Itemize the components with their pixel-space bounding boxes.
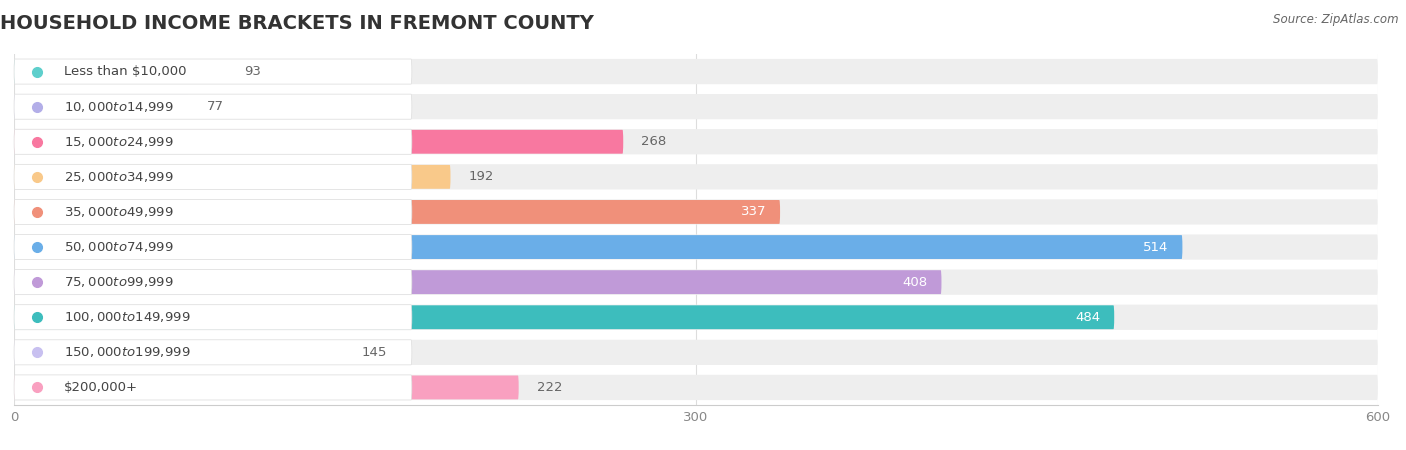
Text: $15,000 to $24,999: $15,000 to $24,999 (65, 135, 174, 149)
FancyBboxPatch shape (14, 94, 1378, 119)
Text: 268: 268 (641, 135, 666, 148)
FancyBboxPatch shape (14, 59, 412, 84)
Text: 77: 77 (207, 100, 225, 113)
Text: 408: 408 (903, 276, 928, 288)
FancyBboxPatch shape (14, 305, 1114, 329)
FancyBboxPatch shape (14, 270, 1378, 295)
FancyBboxPatch shape (14, 305, 412, 330)
FancyBboxPatch shape (14, 270, 942, 294)
FancyBboxPatch shape (14, 59, 225, 84)
FancyBboxPatch shape (14, 340, 1378, 365)
Text: $35,000 to $49,999: $35,000 to $49,999 (65, 205, 174, 219)
FancyBboxPatch shape (14, 235, 1182, 259)
Text: $25,000 to $34,999: $25,000 to $34,999 (65, 170, 174, 184)
Text: $10,000 to $14,999: $10,000 to $14,999 (65, 99, 174, 114)
Text: $150,000 to $199,999: $150,000 to $199,999 (65, 345, 191, 360)
Text: 222: 222 (537, 381, 562, 394)
FancyBboxPatch shape (14, 234, 1378, 260)
FancyBboxPatch shape (14, 129, 412, 154)
FancyBboxPatch shape (14, 164, 412, 189)
Text: Less than $10,000: Less than $10,000 (65, 65, 187, 78)
Text: 514: 514 (1143, 241, 1168, 253)
FancyBboxPatch shape (14, 164, 1378, 189)
Text: 93: 93 (243, 65, 260, 78)
FancyBboxPatch shape (14, 340, 343, 364)
Text: $200,000+: $200,000+ (65, 381, 138, 394)
FancyBboxPatch shape (14, 165, 450, 189)
FancyBboxPatch shape (14, 129, 1378, 154)
Text: Source: ZipAtlas.com: Source: ZipAtlas.com (1274, 14, 1399, 27)
Text: 192: 192 (468, 171, 494, 183)
FancyBboxPatch shape (14, 375, 519, 400)
FancyBboxPatch shape (14, 59, 1378, 84)
FancyBboxPatch shape (14, 270, 412, 295)
Text: 145: 145 (361, 346, 387, 359)
Text: $50,000 to $74,999: $50,000 to $74,999 (65, 240, 174, 254)
Text: $75,000 to $99,999: $75,000 to $99,999 (65, 275, 174, 289)
Text: $100,000 to $149,999: $100,000 to $149,999 (65, 310, 191, 324)
Text: 484: 484 (1076, 311, 1101, 324)
FancyBboxPatch shape (14, 199, 412, 225)
FancyBboxPatch shape (14, 200, 780, 224)
FancyBboxPatch shape (14, 340, 412, 365)
FancyBboxPatch shape (14, 199, 1378, 225)
FancyBboxPatch shape (14, 130, 623, 154)
FancyBboxPatch shape (14, 375, 412, 400)
FancyBboxPatch shape (14, 375, 1378, 400)
Text: HOUSEHOLD INCOME BRACKETS IN FREMONT COUNTY: HOUSEHOLD INCOME BRACKETS IN FREMONT COU… (0, 14, 595, 33)
Text: 337: 337 (741, 206, 766, 218)
FancyBboxPatch shape (14, 94, 188, 119)
FancyBboxPatch shape (14, 305, 1378, 330)
FancyBboxPatch shape (14, 234, 412, 260)
FancyBboxPatch shape (14, 94, 412, 119)
